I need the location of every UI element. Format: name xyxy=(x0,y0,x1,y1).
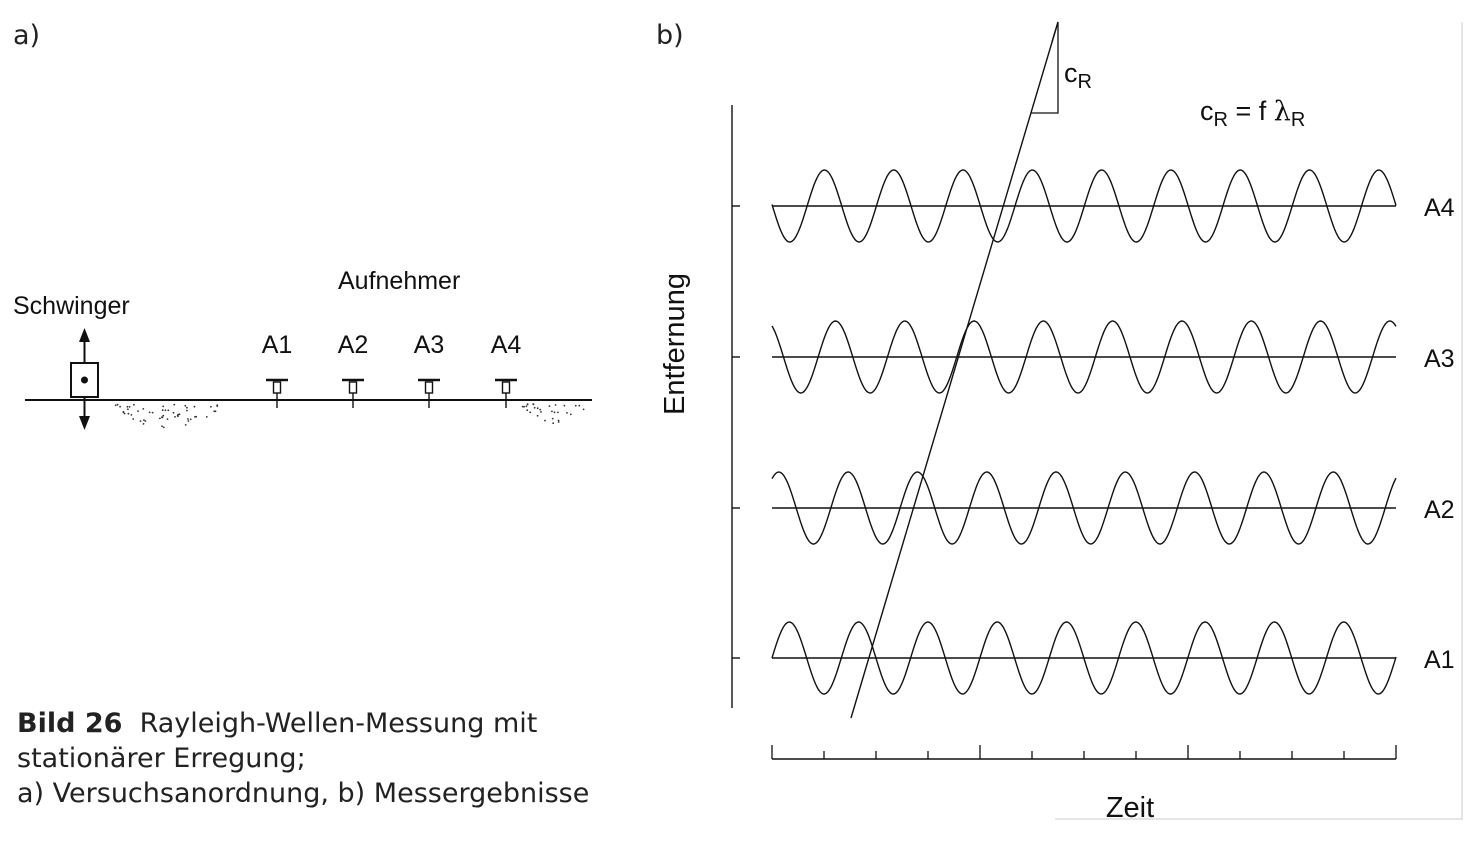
caption-number: Bild 26 xyxy=(17,708,123,739)
caption-line-2: stationärer Erregung; xyxy=(17,743,306,774)
receiver-symbol-a1 xyxy=(266,378,288,408)
arrow-down-head-icon xyxy=(79,416,90,430)
receiver-label-a2: A2 xyxy=(338,331,369,359)
slope-label: cR xyxy=(1064,58,1092,93)
trace-label-a4: A4 xyxy=(1424,194,1455,222)
panel-b-label: b) xyxy=(656,20,684,51)
receiver-symbols xyxy=(266,378,517,408)
waveform-a3 xyxy=(771,320,1397,394)
trace-label-a2: A2 xyxy=(1424,496,1455,524)
soil-texture xyxy=(114,403,585,429)
trace-a2 xyxy=(771,471,1397,545)
receiver-label-a1: A1 xyxy=(262,331,293,359)
arrow-up-head-icon xyxy=(79,328,90,342)
waveform-a4 xyxy=(771,169,1397,243)
receiver-symbol-a3 xyxy=(418,378,440,408)
trace-a4 xyxy=(771,169,1397,243)
velocity-line xyxy=(850,21,1059,719)
caption-line-3: a) Versuchsanordnung, b) Messergebnisse xyxy=(17,778,590,809)
velocity-formula: cR = f λR xyxy=(1200,96,1305,131)
trace-label-a3: A3 xyxy=(1424,345,1455,373)
trace-a3 xyxy=(771,320,1397,394)
waveform-traces xyxy=(771,169,1397,695)
receiver-label-a3: A3 xyxy=(414,331,445,359)
receiver-symbol-a2 xyxy=(342,378,364,408)
panel-a-setup xyxy=(25,328,592,430)
x-axis-ticks xyxy=(771,745,1397,759)
panel-a-label: a) xyxy=(13,20,41,51)
waveform-a1 xyxy=(771,621,1397,695)
trace-label-a1: A1 xyxy=(1424,646,1455,674)
panel-b-plot xyxy=(731,21,1463,820)
receiver-label-a4: A4 xyxy=(491,331,522,359)
receiver-symbol-a4 xyxy=(495,378,517,408)
caption-text-1: Rayleigh-Wellen-Messung mit xyxy=(139,708,538,739)
receiver-labels: A1 A2 A3 A4 xyxy=(262,331,522,359)
slope-triangle xyxy=(1031,21,1059,114)
x-axis-label: Zeit xyxy=(1106,792,1154,824)
y-axis-label: Entfernung xyxy=(659,273,691,415)
trace-a1 xyxy=(771,621,1397,695)
source-label: Schwinger xyxy=(13,292,130,320)
vibrator-dot xyxy=(81,376,88,384)
caption-line-1: Bild 26 Rayleigh-Wellen-Messung mit xyxy=(17,706,589,741)
receivers-title: Aufnehmer xyxy=(338,267,460,295)
trace-labels: A1 A2 A3 A4 xyxy=(1424,194,1455,674)
figure-caption: Bild 26 Rayleigh-Wellen-Messung mit stat… xyxy=(17,706,589,811)
waveform-a2 xyxy=(771,471,1397,545)
y-axis-ticks xyxy=(732,205,740,659)
